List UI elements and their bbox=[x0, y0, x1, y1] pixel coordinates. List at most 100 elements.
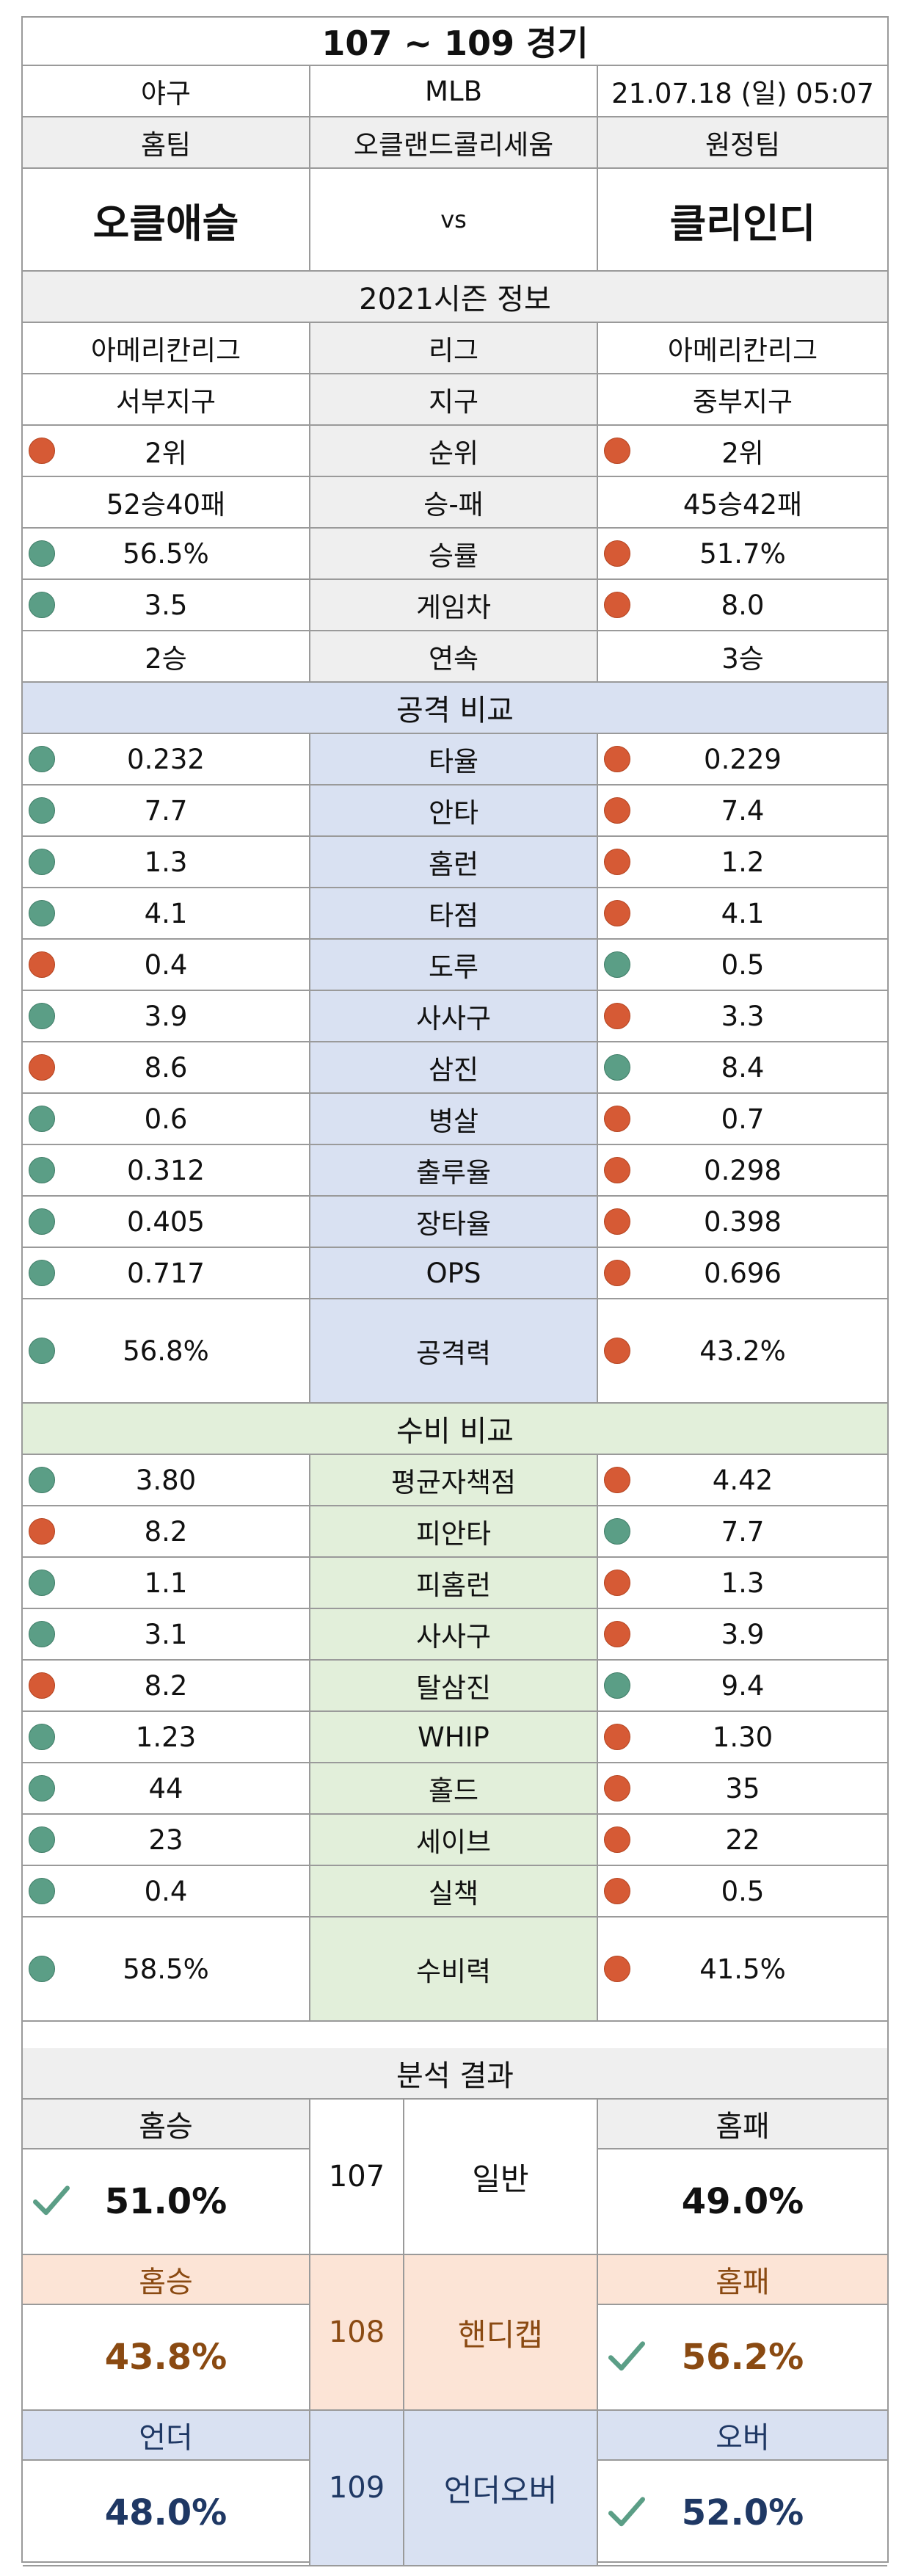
away-red-dot-icon bbox=[604, 1956, 630, 1982]
home-value: 0.4 bbox=[144, 948, 188, 981]
game-number-cell: 108 bbox=[310, 2255, 404, 2409]
away-value-cell: 3승 bbox=[598, 631, 887, 681]
away-red-dot-icon bbox=[604, 1775, 630, 1802]
league-label: MLB bbox=[310, 66, 598, 116]
result-block: 홈승 43.8% 108 핸디캡 홈패 56.2% bbox=[23, 2255, 887, 2411]
away-value-cell: 45승42패 bbox=[598, 477, 887, 527]
stat-label: 타율 bbox=[428, 746, 479, 777]
right-result-value: 49.0% bbox=[681, 2181, 804, 2222]
away-value: 8.0 bbox=[721, 589, 765, 621]
left-result-head: 홈승 bbox=[23, 2255, 310, 2305]
season-section-header: 2021시즌 정보 bbox=[23, 272, 887, 323]
home-red-dot-icon bbox=[29, 1672, 55, 1699]
away-green-dot-icon bbox=[604, 1518, 630, 1545]
stat-label: 안타 bbox=[428, 797, 479, 829]
right-result-head-label: 오버 bbox=[716, 2421, 770, 2455]
home-value-cell: 2승 bbox=[23, 631, 310, 681]
home-green-dot-icon bbox=[29, 1467, 55, 1493]
home-value: 3.1 bbox=[144, 1618, 188, 1650]
home-green-dot-icon bbox=[29, 592, 55, 618]
away-value-cell: 9.4 bbox=[598, 1661, 887, 1710]
match-datetime: 21.07.18 (일) 05:07 bbox=[611, 78, 874, 109]
home-value-cell: 8.2 bbox=[23, 1506, 310, 1556]
home-value: 1.1 bbox=[144, 1567, 188, 1599]
game-number: 109 bbox=[328, 2471, 385, 2505]
away-value-cell: 2위 bbox=[598, 426, 887, 476]
right-result-head: 홈패 bbox=[598, 2100, 887, 2149]
stat-label: 타점 bbox=[428, 900, 479, 932]
away-value-cell: 1.3 bbox=[598, 1558, 887, 1608]
left-result-value: 48.0% bbox=[104, 2492, 228, 2533]
home-value-cell: 52승40패 bbox=[23, 477, 310, 527]
away-red-dot-icon bbox=[604, 1826, 630, 1853]
home-value-cell: 8.2 bbox=[23, 1661, 310, 1710]
right-checkmark-icon bbox=[608, 2341, 646, 2371]
home-value-cell: 56.5% bbox=[23, 529, 310, 578]
result-block: 언더 48.0% 109 언더오버 오버 52.0% bbox=[23, 2411, 887, 2566]
stat-label: 사사구 bbox=[415, 1003, 492, 1034]
away-value-cell: 51.7% bbox=[598, 529, 887, 578]
home-green-dot-icon bbox=[29, 1338, 55, 1364]
away-value: 4.42 bbox=[712, 1464, 774, 1496]
away-value: 중부지구 bbox=[692, 386, 793, 418]
stat-label: 도루 bbox=[428, 951, 479, 983]
stat-label: OPS bbox=[426, 1257, 481, 1289]
away-value: 22 bbox=[725, 1824, 760, 1856]
attack-row: 0.405 장타율 0.398 bbox=[23, 1197, 887, 1248]
stat-label-cell: 지구 bbox=[310, 374, 598, 424]
game-number: 108 bbox=[328, 2315, 385, 2349]
away-value-cell: 43.2% bbox=[598, 1299, 887, 1402]
defense-row: 8.2 피안타 7.7 bbox=[23, 1506, 887, 1558]
title-row: 107 ~ 109 경기 bbox=[23, 18, 887, 66]
away-red-dot-icon bbox=[604, 797, 630, 824]
left-result-head-label: 언더 bbox=[139, 2421, 193, 2455]
attack-row: 1.3 홈런 1.2 bbox=[23, 837, 887, 888]
stat-label: 승률 bbox=[428, 540, 479, 572]
home-value-cell: 1.23 bbox=[23, 1712, 310, 1762]
left-checkmark-icon bbox=[32, 2185, 70, 2216]
right-checkmark-icon bbox=[608, 2497, 646, 2527]
stat-label: 게임차 bbox=[415, 592, 492, 623]
home-value-cell: 1.1 bbox=[23, 1558, 310, 1608]
left-result-head: 언더 bbox=[23, 2411, 310, 2461]
stat-label: 실책 bbox=[428, 1878, 479, 1909]
attack-row: 0.717 OPS 0.696 bbox=[23, 1248, 887, 1299]
stat-label: 평균자책점 bbox=[390, 1467, 517, 1498]
home-value: 0.4 bbox=[144, 1875, 188, 1907]
season-row: 2승 연속 3승 bbox=[23, 631, 887, 683]
home-value-cell: 0.405 bbox=[23, 1197, 310, 1247]
right-result-head: 홈패 bbox=[598, 2255, 887, 2305]
home-red-dot-icon bbox=[29, 951, 55, 978]
defense-row: 3.80 평균자책점 4.42 bbox=[23, 1455, 887, 1506]
attack-row: 0.6 병살 0.7 bbox=[23, 1094, 887, 1145]
away-red-dot-icon bbox=[604, 1003, 630, 1029]
home-value-cell: 8.6 bbox=[23, 1042, 310, 1092]
home-green-dot-icon bbox=[29, 797, 55, 824]
away-red-dot-icon bbox=[604, 1878, 630, 1904]
away-green-dot-icon bbox=[604, 1672, 630, 1699]
attack-row: 56.8% 공격력 43.2% bbox=[23, 1299, 887, 1404]
left-result-head-label: 홈승 bbox=[139, 2265, 193, 2299]
stat-label-cell: 피홈런 bbox=[310, 1558, 598, 1608]
away-value-cell: 35 bbox=[598, 1763, 887, 1813]
home-value-cell: 2위 bbox=[23, 426, 310, 476]
stadium-label: 오클랜드콜리세움 bbox=[310, 117, 598, 167]
stat-label-cell: 승률 bbox=[310, 529, 598, 578]
away-value: 51.7% bbox=[699, 537, 786, 570]
home-team-name: 오클애슬 bbox=[23, 169, 310, 270]
home-value: 0.312 bbox=[127, 1154, 205, 1186]
away-red-dot-icon bbox=[604, 592, 630, 618]
away-value-cell: 0.5 bbox=[598, 940, 887, 990]
home-value: 0.232 bbox=[127, 743, 205, 775]
home-value: 2위 bbox=[145, 438, 187, 469]
home-value-cell: 56.8% bbox=[23, 1299, 310, 1402]
home-value-cell: 3.5 bbox=[23, 580, 310, 630]
home-value: 0.405 bbox=[127, 1205, 205, 1238]
left-result-head: 홈승 bbox=[23, 2100, 310, 2149]
away-red-dot-icon bbox=[604, 1570, 630, 1596]
right-result-value: 56.2% bbox=[681, 2337, 804, 2378]
defense-row: 1.1 피홈런 1.3 bbox=[23, 1558, 887, 1609]
away-value: 0.5 bbox=[721, 948, 765, 981]
home-red-dot-icon bbox=[29, 1518, 55, 1545]
defense-row: 8.2 탈삼진 9.4 bbox=[23, 1661, 887, 1712]
